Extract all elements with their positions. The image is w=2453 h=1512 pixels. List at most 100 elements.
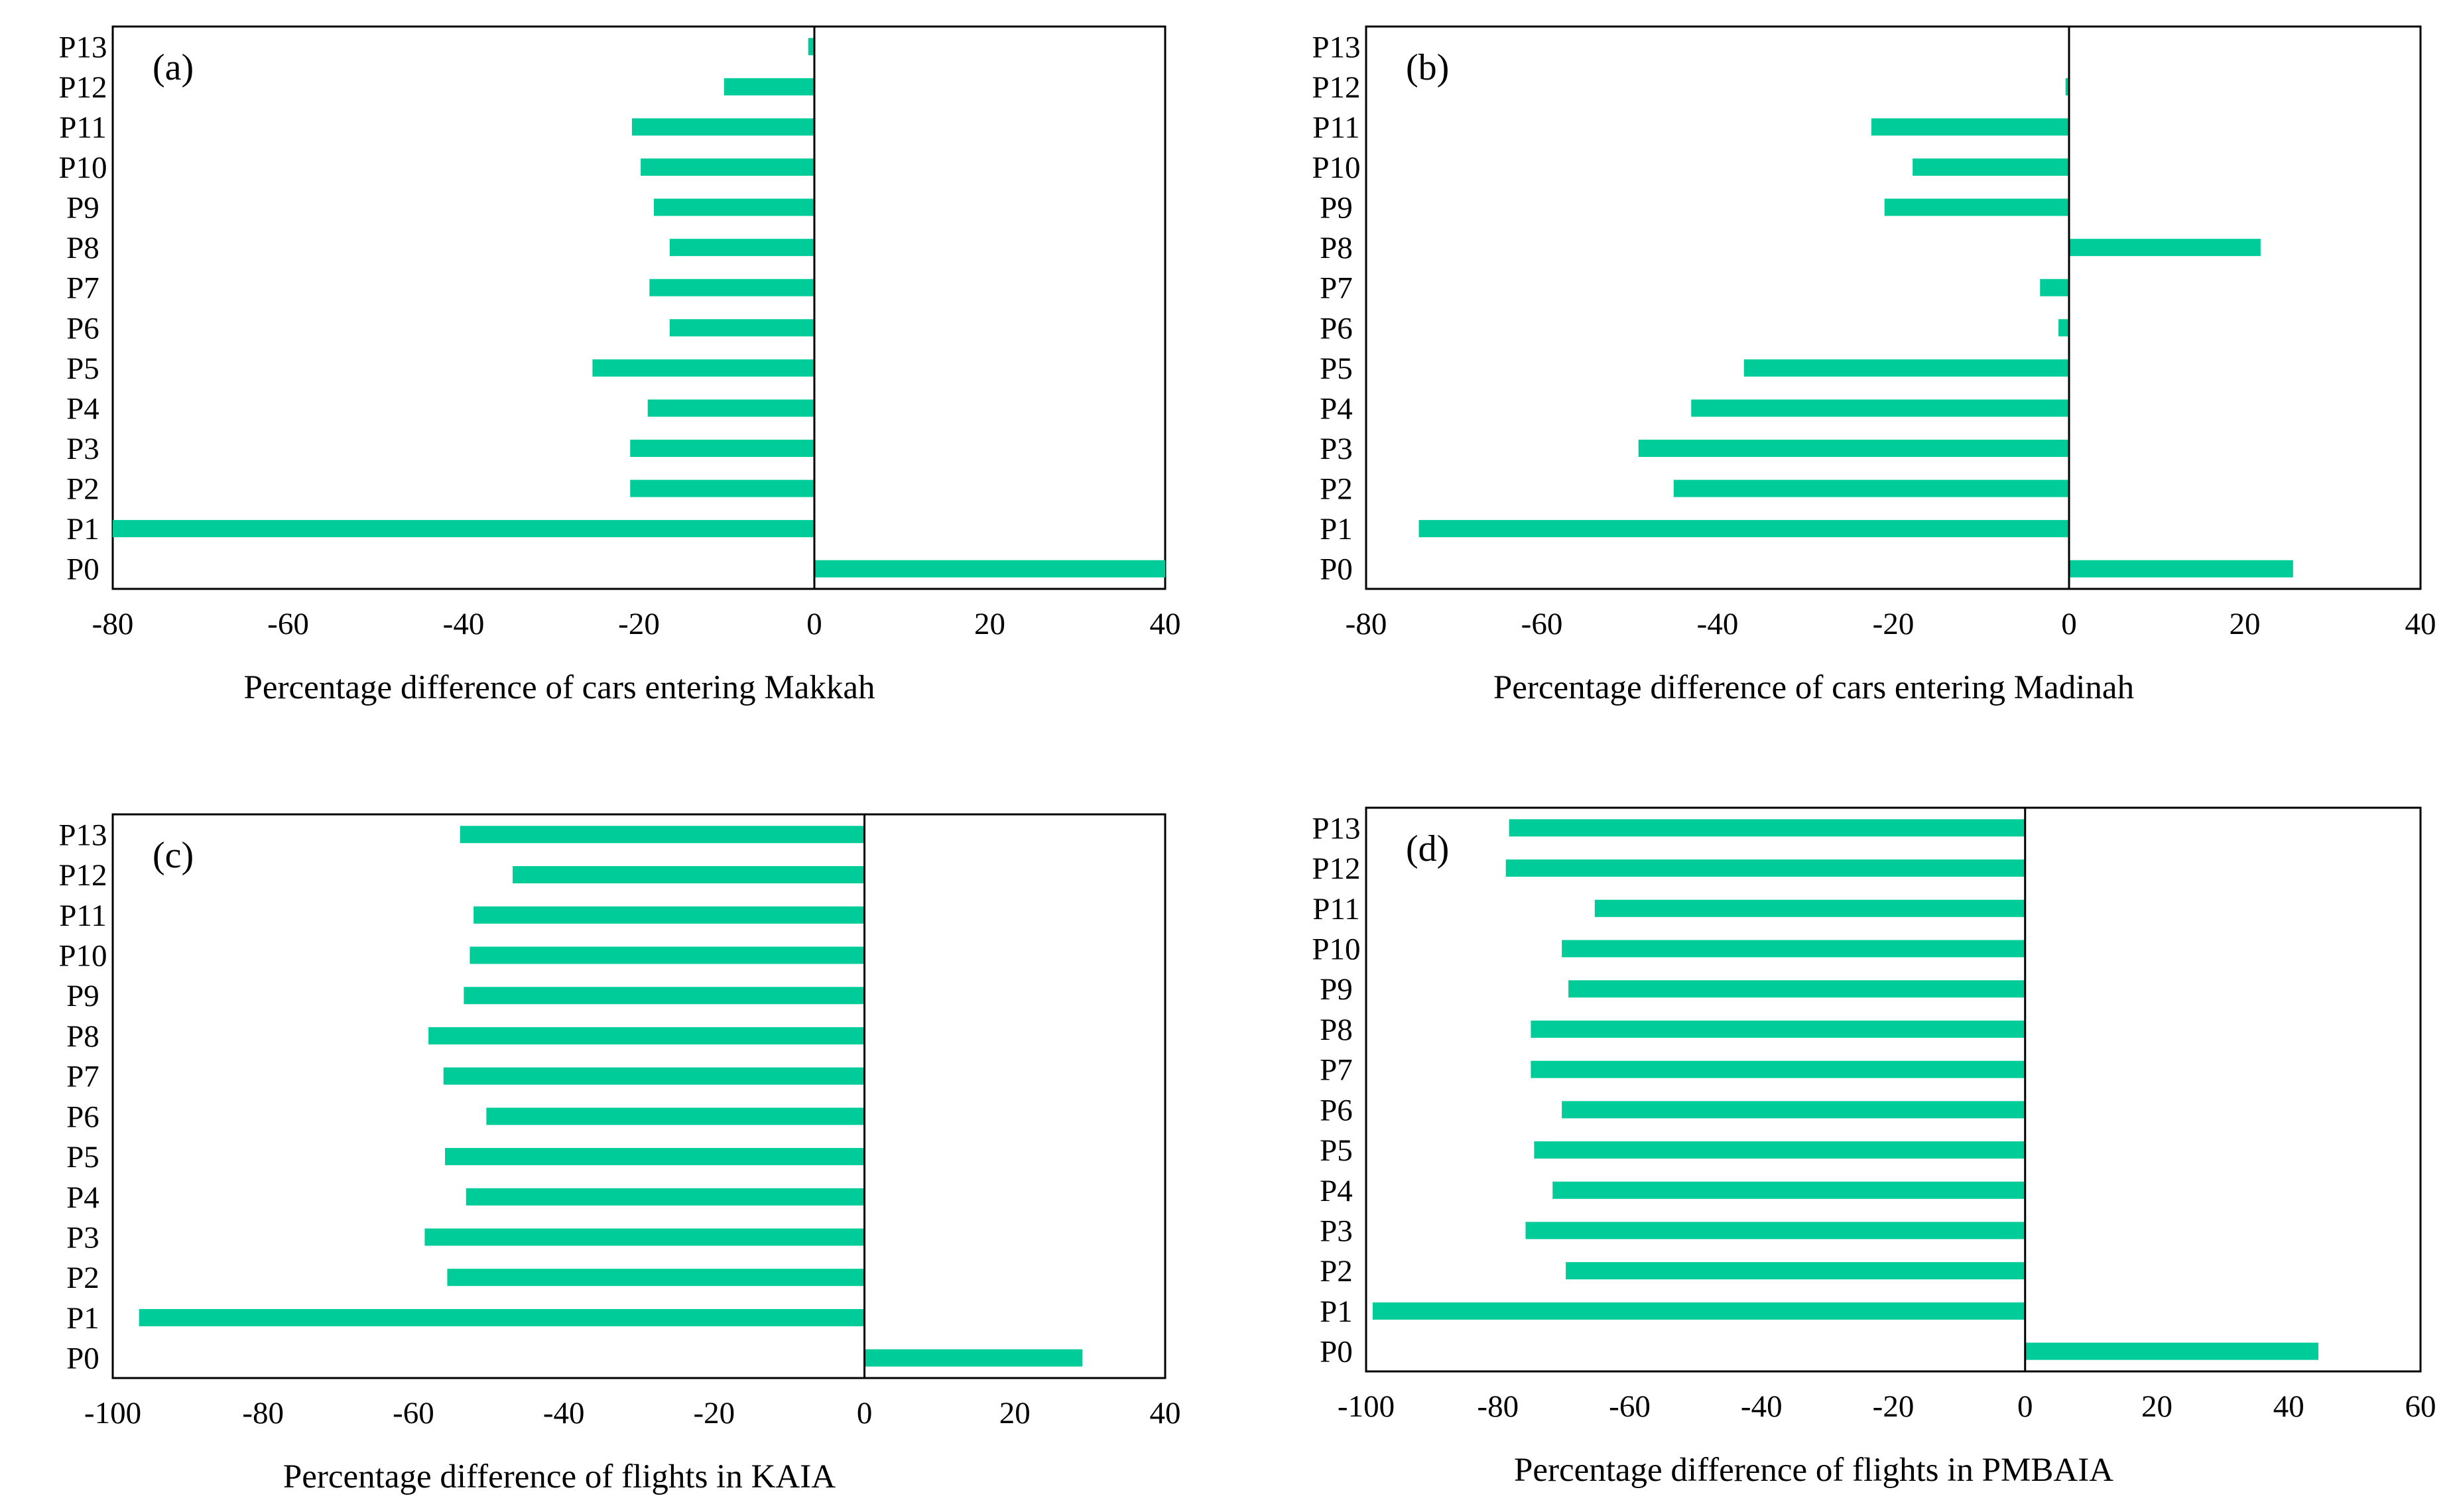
bar-p13 <box>808 38 814 56</box>
panel-label: (c) <box>153 835 194 876</box>
bar-p2 <box>447 1269 865 1287</box>
x-tick-label: 40 <box>2405 607 2436 641</box>
bar-p12 <box>723 78 814 95</box>
y-tick-label: P6 <box>66 1100 99 1134</box>
bar-p6 <box>2058 319 2069 337</box>
x-tick-label: 0 <box>2017 1389 2033 1424</box>
plot-frame <box>111 25 1166 590</box>
x-tick-label: 40 <box>2273 1389 2304 1424</box>
y-tick-label: P11 <box>59 110 106 145</box>
y-tick-label: P6 <box>1320 1093 1353 1127</box>
y-tick-label: P11 <box>1312 892 1359 926</box>
x-tick-label: -60 <box>267 607 309 641</box>
x-tick-label: -60 <box>393 1396 434 1430</box>
bar-p13 <box>1509 819 2025 837</box>
y-tick-label: P3 <box>66 1221 99 1255</box>
y-tick-label: P13 <box>1312 811 1360 846</box>
bar-p4 <box>647 399 814 417</box>
x-tick-label: -80 <box>1346 607 1387 641</box>
bar-p1 <box>1418 520 2069 538</box>
y-tick-label: P4 <box>1320 391 1353 426</box>
y-tick-label: P0 <box>1320 552 1353 587</box>
y-tick-label: P6 <box>1320 311 1353 346</box>
bar-p5 <box>592 359 814 377</box>
bar-p4 <box>1552 1181 2025 1199</box>
y-tick-label: P9 <box>66 191 99 225</box>
y-tick-label: P5 <box>66 1140 99 1174</box>
y-tick-label: P5 <box>1320 1133 1353 1168</box>
bar-p11 <box>1871 118 2069 136</box>
panel-label: (b) <box>1406 47 1449 88</box>
x-axis-title: Percentage difference of flights in KAIA <box>283 1458 836 1495</box>
y-tick-label: P10 <box>1312 151 1360 185</box>
bar-p8 <box>1531 1020 2025 1038</box>
y-tick-label: P3 <box>66 432 99 466</box>
x-tick-label: 0 <box>857 1396 873 1430</box>
y-tick-label: P7 <box>1320 271 1353 306</box>
x-tick-label: -60 <box>1521 607 1563 641</box>
bar-p9 <box>464 987 865 1005</box>
bar-p6 <box>486 1107 865 1125</box>
bar-p7 <box>1531 1060 2025 1078</box>
x-tick-label: 0 <box>806 607 822 641</box>
y-tick-label: P3 <box>1320 1214 1353 1249</box>
x-tick-label: 20 <box>999 1396 1031 1430</box>
y-tick-label: P1 <box>1320 1294 1353 1329</box>
bar-p1 <box>1372 1302 2025 1320</box>
x-tick-label: 60 <box>2405 1389 2436 1424</box>
bar-p3 <box>1525 1222 2025 1239</box>
x-tick-label: -20 <box>1873 1389 1915 1424</box>
y-tick-label: P4 <box>66 391 99 426</box>
bar-p3 <box>1638 440 2069 457</box>
y-tick-label: P0 <box>66 552 99 587</box>
x-tick-label: -40 <box>1697 607 1739 641</box>
x-tick-label: 0 <box>2061 607 2077 641</box>
bar-p6 <box>669 319 814 337</box>
x-tick-label: -80 <box>92 607 134 641</box>
x-tick-label: -100 <box>1338 1389 1395 1424</box>
panel-label: (a) <box>153 47 194 88</box>
plot-frame <box>1365 25 2422 590</box>
y-tick-label: P9 <box>1320 191 1353 225</box>
bar-p12 <box>513 866 865 884</box>
bar-p1 <box>139 1308 865 1326</box>
bar-p13 <box>460 826 865 844</box>
y-tick-label: P7 <box>66 1060 99 1094</box>
x-tick-label: -40 <box>443 607 485 641</box>
y-tick-label: P1 <box>66 1301 99 1336</box>
y-tick-label: P5 <box>66 351 99 386</box>
bar-p12 <box>2065 78 2069 95</box>
plot-frame <box>1365 806 2422 1373</box>
bar-p9 <box>1884 198 2069 216</box>
bar-p5 <box>445 1148 865 1166</box>
panel-d: P0 P1 P2 P3 P4 P5 P6 P7 P8 P9 P10 P11 P12 P13 -100 -80 -… <box>1312 806 2436 1489</box>
y-tick-label: P7 <box>66 271 99 306</box>
bar-p7 <box>443 1067 865 1085</box>
bar-p0 <box>864 1349 1083 1367</box>
bar-p12 <box>1505 859 2025 877</box>
bar-p7 <box>2040 279 2069 296</box>
y-tick-label: P8 <box>1320 1013 1353 1047</box>
x-tick-label: -20 <box>618 607 660 641</box>
bar-p1 <box>113 520 814 538</box>
bar-p6 <box>1562 1101 2025 1119</box>
y-tick-label: P10 <box>58 151 107 185</box>
bar-p5 <box>1743 359 2069 377</box>
y-tick-label: P4 <box>66 1180 99 1215</box>
y-tick-label: P2 <box>66 472 99 507</box>
bar-p7 <box>649 279 814 296</box>
y-tick-label: P0 <box>66 1342 99 1376</box>
y-tick-label: P2 <box>66 1261 99 1295</box>
y-tick-label: P8 <box>1320 231 1353 265</box>
x-axis-title: Percentage difference of cars entering M… <box>1493 669 2134 706</box>
panel-label: (d) <box>1406 828 1449 869</box>
y-tick-label: P8 <box>66 1019 99 1054</box>
x-axis-title: Percentage difference of cars entering M… <box>244 669 875 706</box>
x-tick-label: -80 <box>1477 1389 1519 1424</box>
x-tick-label: 20 <box>974 607 1005 641</box>
bar-p9 <box>1568 980 2025 998</box>
y-tick-label: P5 <box>1320 351 1353 386</box>
bar-p10 <box>1562 940 2025 958</box>
y-tick-label: P13 <box>1312 30 1360 64</box>
